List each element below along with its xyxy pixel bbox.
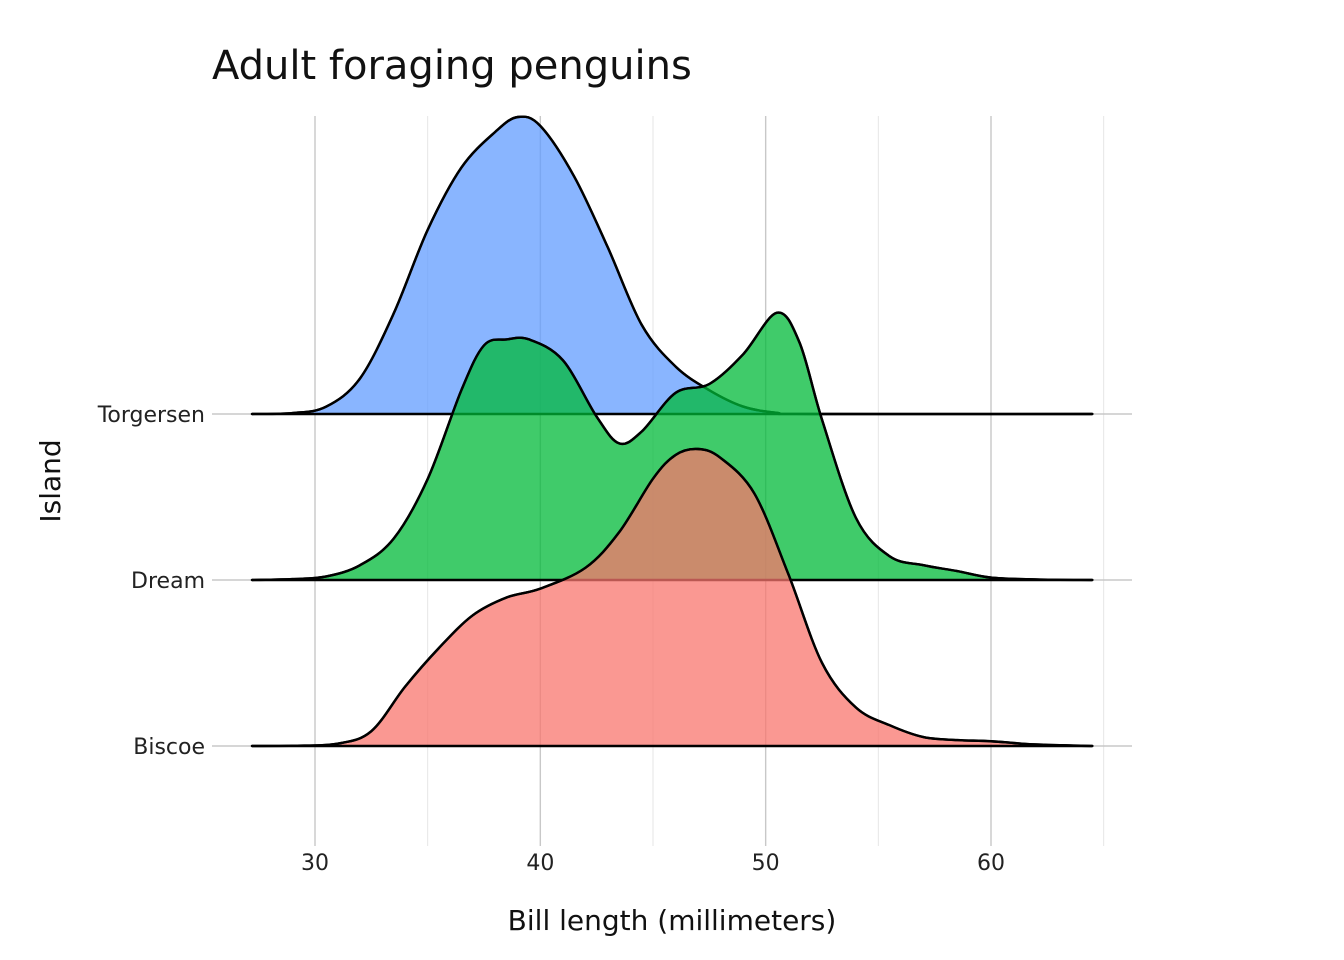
- x-tick-label: 30: [301, 851, 329, 876]
- label-layer: 30 40 50 60 Biscoe Dream Torgersen: [97, 403, 1005, 876]
- ridge-area-biscoe: [250, 447, 1094, 748]
- ridge-line-biscoe: [251, 447, 1093, 748]
- y-tick-label: Torgersen: [97, 403, 205, 428]
- y-tick-label: Biscoe: [133, 735, 205, 760]
- y-axis-title: Island: [34, 439, 67, 522]
- y-tick-label: Dream: [131, 569, 205, 594]
- chart-title: Adult foraging penguins: [212, 43, 692, 89]
- ridge-layer: [250, 115, 1094, 748]
- x-axis-title: Bill length (millimeters): [508, 904, 837, 937]
- x-tick-label: 50: [752, 851, 780, 876]
- ridge-area-torgersen: [250, 115, 1094, 416]
- ridge-line-dream: [251, 311, 1093, 582]
- x-tick-label: 40: [526, 851, 554, 876]
- x-tick-label: 60: [977, 851, 1005, 876]
